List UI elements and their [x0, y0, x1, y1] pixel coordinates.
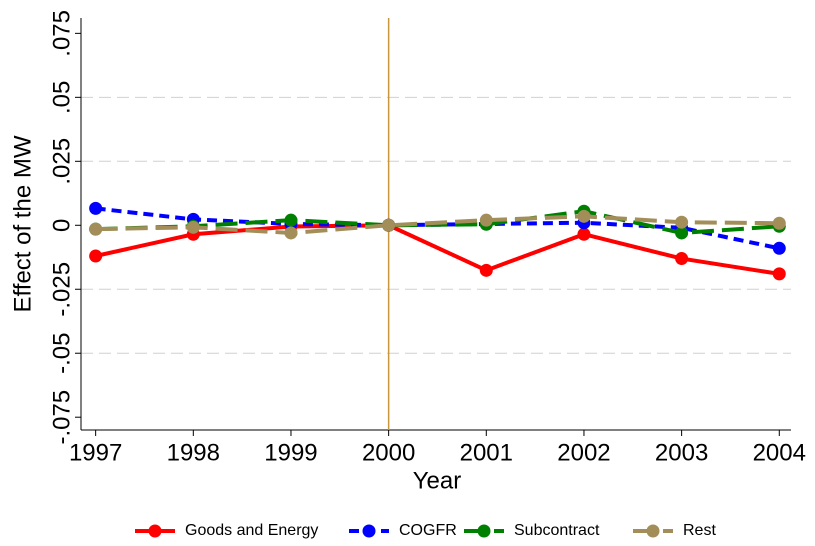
x-axis-title: Year — [413, 467, 462, 494]
data-point — [382, 218, 396, 232]
data-point — [577, 227, 591, 241]
data-point — [89, 201, 103, 215]
x-tick-label: 1999 — [264, 439, 317, 466]
y-tick-label: .05 — [48, 81, 75, 114]
data-point — [772, 216, 786, 230]
data-point — [772, 267, 786, 281]
legend-label: Goods and Energy — [185, 522, 318, 539]
y-tick-label: 0 — [48, 219, 75, 232]
legend-marker — [477, 524, 491, 538]
data-point — [577, 209, 591, 223]
x-tick-label: 2003 — [655, 439, 708, 466]
series-line — [95, 214, 780, 235]
data-point — [675, 252, 689, 266]
legend-marker — [362, 524, 376, 538]
data-point — [89, 249, 103, 263]
data-point — [772, 241, 786, 255]
data-point — [675, 215, 689, 229]
y-tick-label: .025 — [48, 138, 75, 185]
data-point — [479, 263, 493, 277]
data-point — [284, 226, 298, 240]
data-point — [89, 222, 103, 236]
x-tick-label: 2001 — [460, 439, 513, 466]
legend-label: COGFR — [399, 522, 457, 539]
legend-label: Rest — [683, 522, 716, 539]
data-point — [186, 220, 200, 234]
x-tick-label: 2004 — [753, 439, 806, 466]
x-tick-label: 2000 — [362, 439, 415, 466]
y-tick-label: .075 — [48, 10, 75, 57]
series-line — [95, 209, 780, 235]
legend-marker — [646, 524, 660, 538]
x-tick-label: 2002 — [557, 439, 610, 466]
data-point — [284, 213, 298, 227]
y-tick-label: -.05 — [48, 333, 75, 374]
data-point — [479, 213, 493, 227]
y-axis-title: Effect of the MW — [9, 135, 36, 312]
data-point — [675, 226, 689, 240]
series-line — [95, 223, 780, 276]
legend-label: Subcontract — [514, 522, 600, 539]
x-tick-label: 1997 — [69, 439, 122, 466]
x-tick-label: 1998 — [167, 439, 220, 466]
y-tick-label: -.025 — [48, 262, 75, 317]
y-tick-label: -.075 — [48, 390, 75, 445]
legend-marker — [148, 524, 162, 538]
